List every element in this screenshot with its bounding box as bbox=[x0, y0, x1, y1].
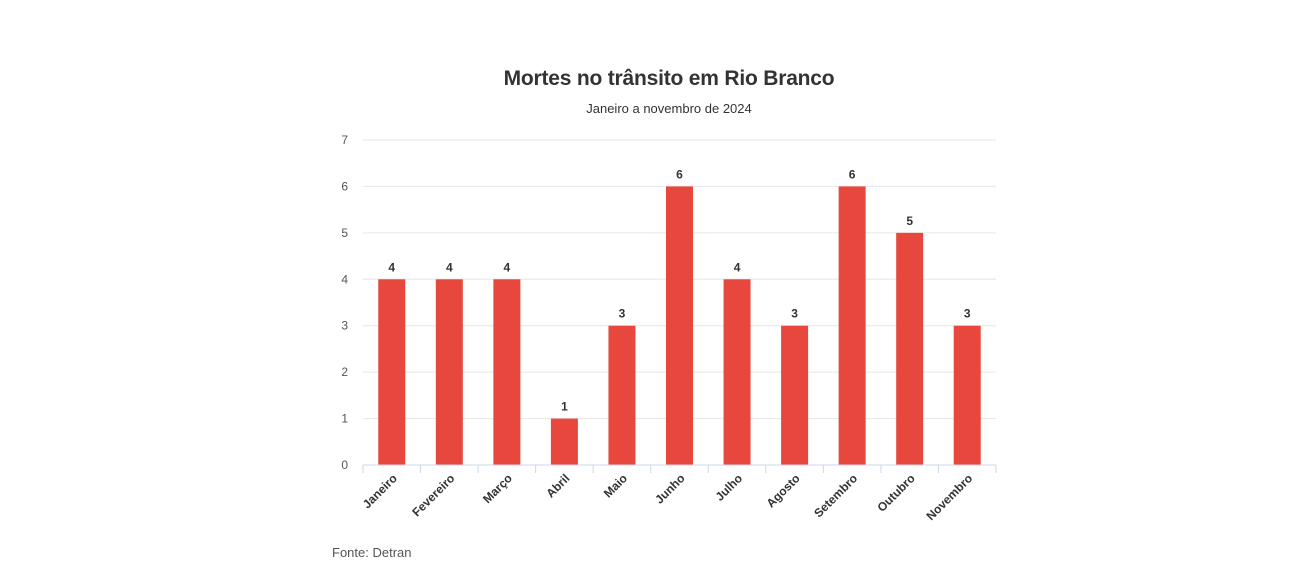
bar bbox=[435, 279, 463, 465]
y-axis-ticks: 0 1 2 3 4 5 6 7 bbox=[341, 133, 348, 472]
y-tick-label: 6 bbox=[341, 179, 348, 193]
y-tick-label: 2 bbox=[341, 365, 348, 379]
data-label: 6 bbox=[849, 167, 856, 181]
bar bbox=[550, 418, 578, 465]
y-tick-label: 7 bbox=[341, 133, 348, 147]
bar bbox=[781, 325, 809, 465]
x-tick-label: Abril bbox=[543, 471, 572, 500]
data-label: 3 bbox=[791, 307, 798, 321]
data-label: 4 bbox=[388, 260, 395, 274]
x-tick-label: Setembro bbox=[811, 471, 860, 520]
bar bbox=[666, 186, 693, 465]
bar bbox=[378, 279, 406, 465]
x-tick-label: Outubro bbox=[874, 471, 917, 514]
data-label: 4 bbox=[734, 260, 741, 274]
data-label: 3 bbox=[619, 307, 626, 321]
y-tick-label: 5 bbox=[341, 226, 348, 240]
y-tick-label: 0 bbox=[341, 458, 348, 472]
x-tick-label: Janeiro bbox=[360, 471, 400, 511]
data-label: 1 bbox=[561, 400, 568, 414]
x-tick-label: Agosto bbox=[764, 471, 803, 510]
data-labels: 4 4 4 1 3 6 4 3 6 5 3 bbox=[388, 167, 970, 413]
data-label: 6 bbox=[676, 167, 683, 181]
bar bbox=[493, 279, 521, 465]
x-axis: Janeiro Fevereiro Março Abril Maio Junho Julho… bbox=[360, 464, 997, 523]
data-label: 4 bbox=[504, 260, 511, 274]
x-tick-label: Maio bbox=[601, 471, 630, 500]
bar bbox=[953, 325, 981, 465]
source-note: Fonte: Detran bbox=[332, 545, 412, 560]
bars bbox=[378, 186, 981, 465]
chart-subtitle: Janeiro a novembro de 2024 bbox=[586, 101, 752, 116]
x-tick-label: Julho bbox=[713, 471, 746, 504]
data-label: 3 bbox=[964, 307, 971, 321]
data-label: 5 bbox=[906, 214, 913, 228]
x-tick-label: Novembro bbox=[923, 471, 975, 523]
x-tick-label: Fevereiro bbox=[409, 471, 457, 519]
data-label: 4 bbox=[446, 260, 453, 274]
chart-title: Mortes no trânsito em Rio Branco bbox=[503, 67, 835, 90]
x-tick-label: Junho bbox=[652, 471, 687, 506]
bar bbox=[723, 279, 751, 465]
y-tick-label: 3 bbox=[341, 319, 348, 333]
bar bbox=[608, 325, 636, 465]
x-tick-label: Março bbox=[480, 471, 515, 506]
bar bbox=[896, 232, 924, 465]
y-tick-label: 4 bbox=[341, 272, 348, 286]
bar bbox=[838, 186, 866, 465]
y-tick-label: 1 bbox=[341, 412, 348, 426]
